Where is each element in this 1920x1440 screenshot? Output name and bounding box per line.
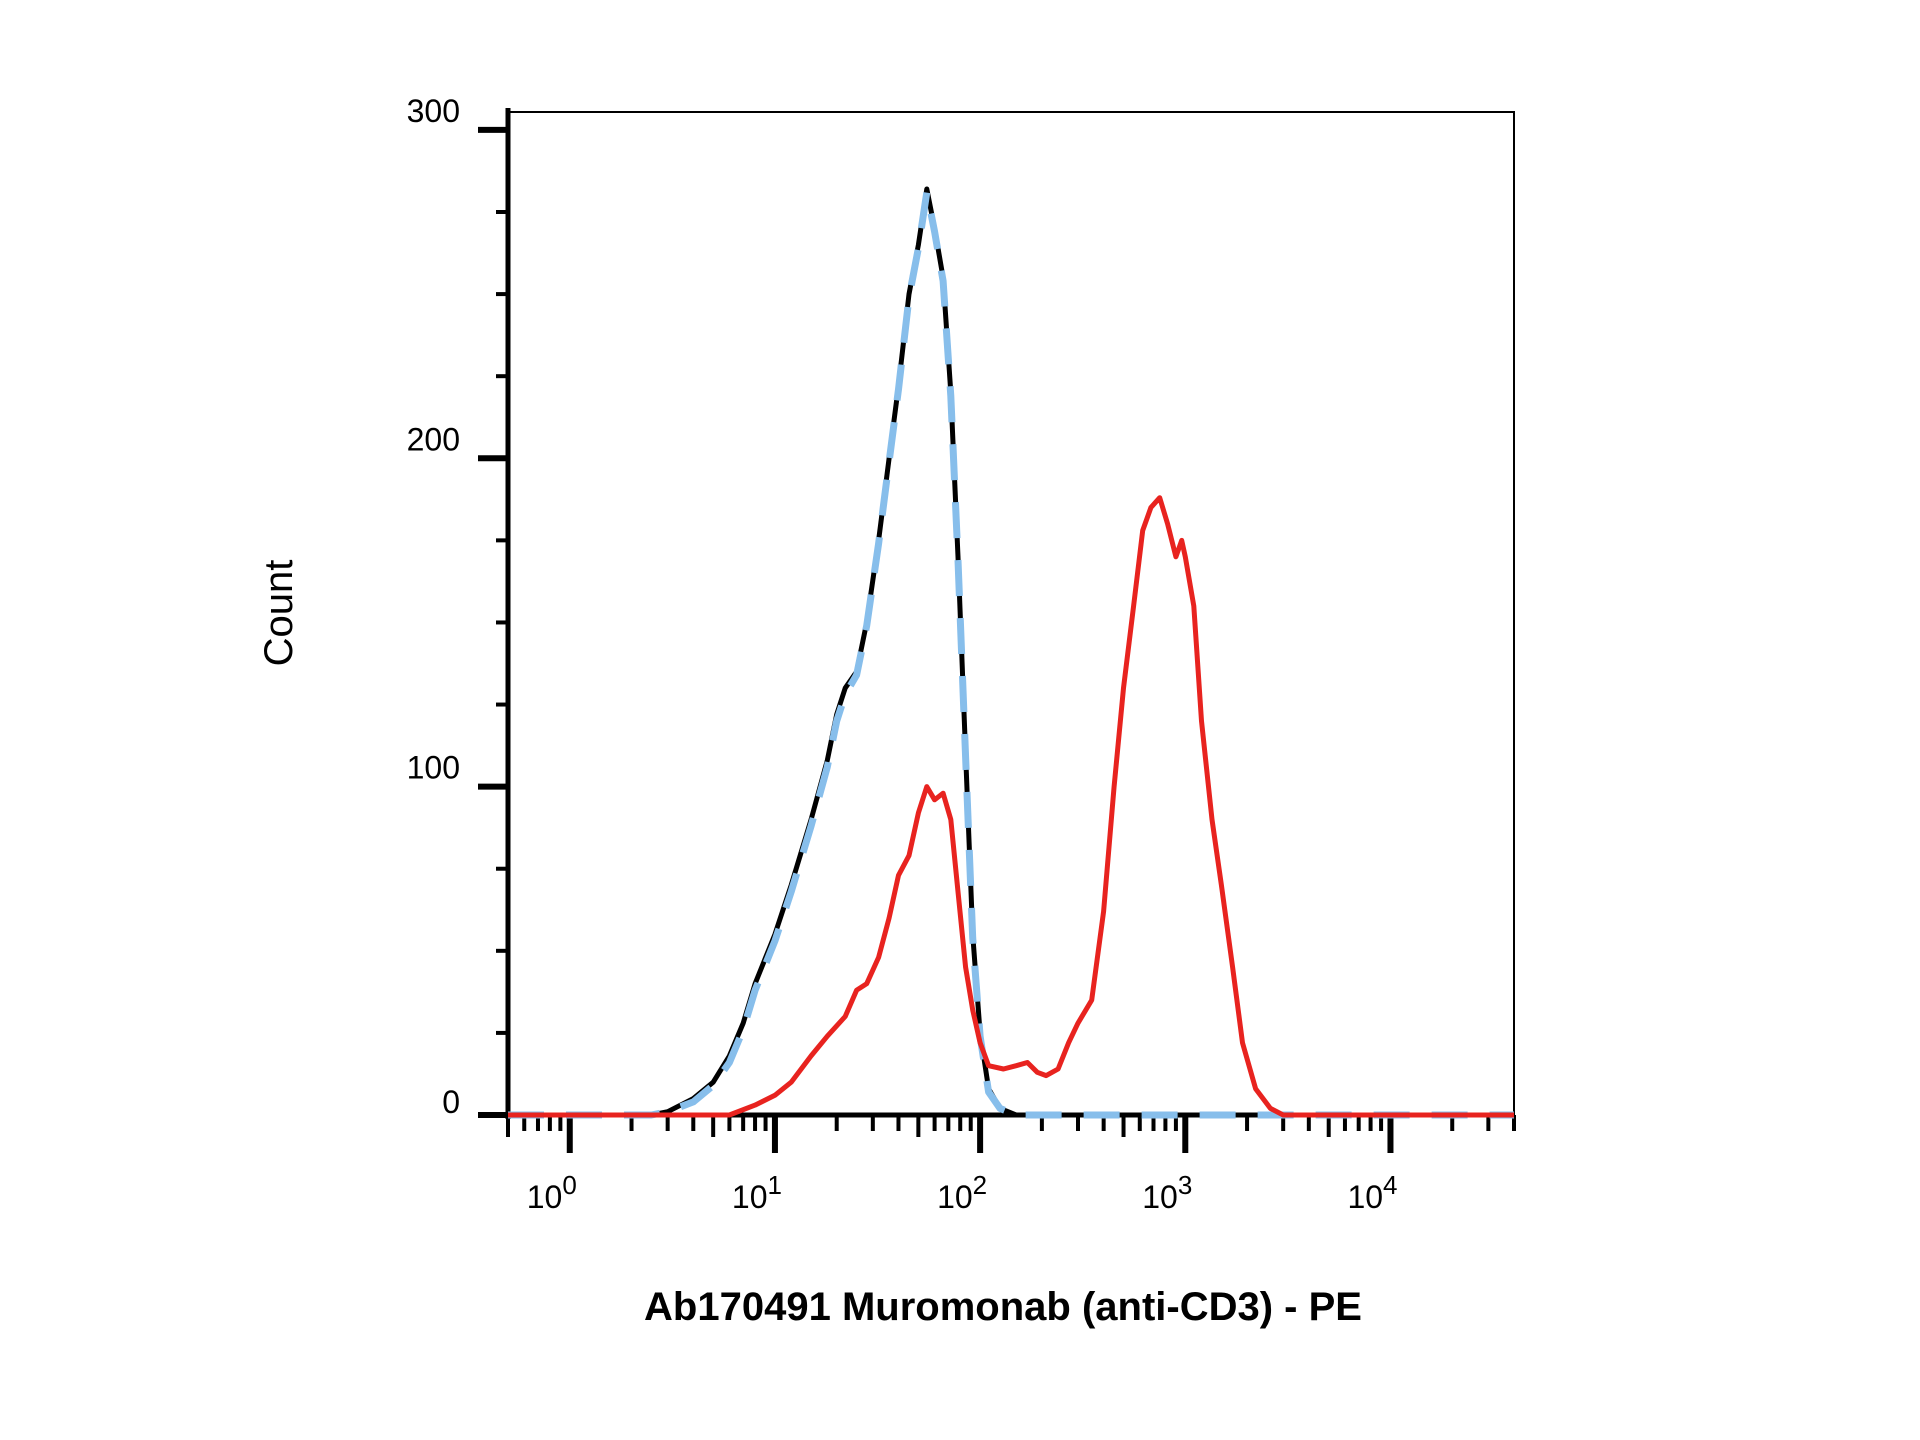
series-line-3 — [508, 495, 1514, 1118]
y-tick-label: 200 — [407, 421, 460, 457]
x-axis-title: Ab170491 Muromonab (anti-CD3) - PE — [644, 1285, 1362, 1329]
x-tick-label: 103 — [1142, 1170, 1192, 1215]
x-tick-label: 100 — [527, 1170, 577, 1215]
plot-frame — [507, 111, 1515, 1116]
x-tick-label: 102 — [937, 1170, 987, 1215]
y-tick-label: 0 — [442, 1084, 460, 1120]
y-tick-label: 100 — [407, 750, 460, 786]
x-tick-label: 101 — [732, 1170, 782, 1215]
x-axis: 100 101 102 103 104 — [506, 1112, 1516, 1215]
series-layer — [508, 186, 1514, 1119]
x-tick-label: 104 — [1347, 1170, 1397, 1215]
y-axis-title: Count — [257, 560, 301, 667]
y-axis: 0 100 200 300 — [407, 93, 511, 1120]
y-tick-label: 300 — [407, 93, 460, 129]
series-line-2 — [508, 188, 1514, 1119]
